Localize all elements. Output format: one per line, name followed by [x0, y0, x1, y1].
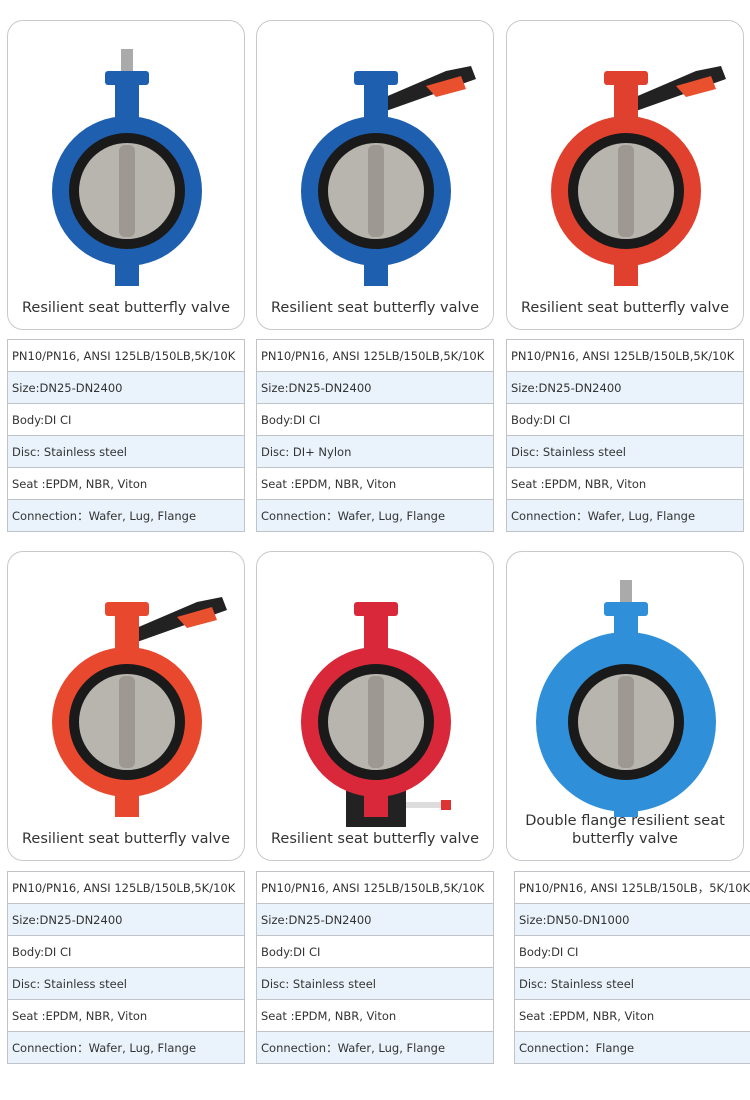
- spec-cell: Disc: Stainless steel: [506, 435, 744, 468]
- spec-cell: Connection：Wafer, Lug, Flange: [7, 1031, 245, 1064]
- spec-cell: Body:DI CI: [256, 403, 494, 436]
- spec-row: Disc: Stainless steel: [506, 435, 744, 468]
- spec-row: Size:DN25-DN2400: [7, 903, 245, 936]
- spec-cell: Seat :EPDM, NBR, Viton: [7, 467, 245, 500]
- spec-cell: PN10/PN16, ANSI 125LB/150LB,5K/10K: [256, 339, 494, 372]
- product-card[interactable]: Resilient seat butterfly valve: [506, 20, 744, 330]
- spec-row: Body:DI CI: [513, 935, 750, 968]
- spec-cell: Size:DN25-DN2400: [7, 371, 245, 404]
- spec-row: Size:DN25-DN2400: [7, 371, 245, 404]
- product-caption: Resilient seat butterfly valve: [271, 831, 480, 847]
- valve-image: [536, 580, 716, 817]
- spec-row: Seat :EPDM, NBR, Viton: [513, 999, 750, 1032]
- spec-cell: PN10/PN16, ANSI 125LB/150LB,5K/10K: [7, 339, 245, 372]
- spec-cell: PN10/PN16, ANSI 125LB/150LB,5K/10K: [7, 871, 245, 904]
- spec-cell: PN10/PN16, ANSI 125LB/150LB,5K/10K: [506, 339, 744, 372]
- product-card[interactable]: Resilient seat butterfly valve: [256, 20, 494, 330]
- spec-cell: PN10/PN16, ANSI 125LB/150LB，5K/10K: [513, 871, 750, 904]
- spec-cell: Size:DN25-DN2400: [7, 903, 245, 936]
- spec-row: Connection：Wafer, Lug, Flange: [7, 499, 245, 532]
- spec-cell: Connection：Wafer, Lug, Flange: [506, 499, 744, 532]
- spec-row: PN10/PN16, ANSI 125LB/150LB，5K/10K: [513, 871, 750, 904]
- spec-table: PN10/PN16, ANSI 125LB/150LB,5K/10K Size:D…: [7, 339, 245, 532]
- spec-cell: Size:DN25-DN2400: [256, 903, 494, 936]
- spec-cell: Seat :EPDM, NBR, Viton: [506, 467, 744, 500]
- spec-row: Body:DI CI: [506, 403, 744, 436]
- spec-cell: Body:DI CI: [256, 935, 494, 968]
- spec-row: Seat :EPDM, NBR, Viton: [7, 999, 245, 1032]
- spec-cell: Connection：Wafer, Lug, Flange: [256, 499, 494, 532]
- spec-cell: PN10/PN16, ANSI 125LB/150LB,5K/10K: [256, 871, 494, 904]
- spec-row: Size:DN25-DN2400: [256, 903, 494, 936]
- spec-row: PN10/PN16, ANSI 125LB/150LB,5K/10K: [7, 871, 245, 904]
- spec-row: Disc: Stainless steel: [7, 435, 245, 468]
- spec-row: Size:DN25-DN2400: [506, 371, 744, 404]
- spec-cell: Disc: Stainless steel: [256, 967, 494, 1000]
- spec-cell: Disc: Stainless steel: [7, 967, 245, 1000]
- spec-cell: Disc: Stainless steel: [513, 967, 750, 1000]
- spec-cell: Seat :EPDM, NBR, Viton: [7, 999, 245, 1032]
- valve-image: [551, 66, 726, 286]
- product-caption: Resilient seat butterfly valve: [22, 831, 231, 847]
- spec-cell: Connection：Wafer, Lug, Flange: [7, 499, 245, 532]
- spec-row: Body:DI CI: [256, 403, 494, 436]
- spec-table: PN10/PN16, ANSI 125LB/150LB,5K/10K Size:D…: [506, 339, 744, 532]
- spec-row: Disc: Stainless steel: [513, 967, 750, 1000]
- spec-row: Seat :EPDM, NBR, Viton: [506, 467, 744, 500]
- spec-cell: Seat :EPDM, NBR, Viton: [256, 467, 494, 500]
- spec-cell: Size:DN25-DN2400: [506, 371, 744, 404]
- valve-image: [301, 602, 451, 827]
- spec-cell: Body:DI CI: [7, 935, 245, 968]
- spec-cell: Size:DN25-DN2400: [256, 371, 494, 404]
- spec-row: PN10/PN16, ANSI 125LB/150LB,5K/10K: [256, 339, 494, 372]
- product-caption: Resilient seat butterfly valve: [271, 300, 480, 316]
- spec-table: PN10/PN16, ANSI 125LB/150LB,5K/10K Size:D…: [256, 339, 494, 532]
- product-caption: Resilient seat butterfly valve: [22, 300, 231, 316]
- spec-row: Seat :EPDM, NBR, Viton: [256, 999, 494, 1032]
- product-card[interactable]: Resilient seat butterfly valve: [7, 551, 245, 861]
- spec-cell: Disc: DI+ Nylon: [256, 435, 494, 468]
- spec-row: Connection：Wafer, Lug, Flange: [256, 1031, 494, 1064]
- product-caption: Double flange resilient seat butterfly v…: [525, 813, 725, 847]
- spec-table: PN10/PN16, ANSI 125LB/150LB，5K/10K Size:D…: [513, 871, 750, 1064]
- product-card[interactable]: Resilient seat butterfly valve: [7, 20, 245, 330]
- spec-row: Size:DN25-DN2400: [256, 371, 494, 404]
- spec-table: PN10/PN16, ANSI 125LB/150LB,5K/10K Size:D…: [7, 871, 245, 1064]
- spec-cell: Connection：Wafer, Lug, Flange: [256, 1031, 494, 1064]
- product-caption: Resilient seat butterfly valve: [521, 300, 730, 316]
- product-card[interactable]: Resilient seat butterfly valve: [256, 551, 494, 861]
- spec-row: Seat :EPDM, NBR, Viton: [256, 467, 494, 500]
- spec-row: Connection：Wafer, Lug, Flange: [256, 499, 494, 532]
- spec-row: Disc: DI+ Nylon: [256, 435, 494, 468]
- spec-row: PN10/PN16, ANSI 125LB/150LB,5K/10K: [506, 339, 744, 372]
- spec-table: PN10/PN16, ANSI 125LB/150LB,5K/10K Size:D…: [256, 871, 494, 1064]
- spec-row: PN10/PN16, ANSI 125LB/150LB,5K/10K: [256, 871, 494, 904]
- product-card[interactable]: Double flange resilient seat butterfly v…: [506, 551, 744, 861]
- valve-image: [52, 597, 227, 817]
- spec-cell: Seat :EPDM, NBR, Viton: [256, 999, 494, 1032]
- spec-row: Connection：Wafer, Lug, Flange: [7, 1031, 245, 1064]
- spec-row: Disc: Stainless steel: [256, 967, 494, 1000]
- spec-row: Seat :EPDM, NBR, Viton: [7, 467, 245, 500]
- spec-cell: Body:DI CI: [506, 403, 744, 436]
- spec-cell: Size:DN50-DN1000: [513, 903, 750, 936]
- spec-row: PN10/PN16, ANSI 125LB/150LB,5K/10K: [7, 339, 245, 372]
- spec-row: Size:DN50-DN1000: [513, 903, 750, 936]
- valve-image: [52, 49, 202, 286]
- spec-cell: Body:DI CI: [7, 403, 245, 436]
- spec-cell: Connection：Flange: [513, 1031, 750, 1064]
- spec-cell: Seat :EPDM, NBR, Viton: [513, 999, 750, 1032]
- spec-row: Body:DI CI: [256, 935, 494, 968]
- spec-row: Body:DI CI: [7, 403, 245, 436]
- valve-image: [301, 66, 476, 286]
- spec-row: Disc: Stainless steel: [7, 967, 245, 1000]
- spec-cell: Body:DI CI: [513, 935, 750, 968]
- spec-row: Connection：Flange: [513, 1031, 750, 1064]
- spec-cell: Disc: Stainless steel: [7, 435, 245, 468]
- spec-row: Body:DI CI: [7, 935, 245, 968]
- spec-row: Connection：Wafer, Lug, Flange: [506, 499, 744, 532]
